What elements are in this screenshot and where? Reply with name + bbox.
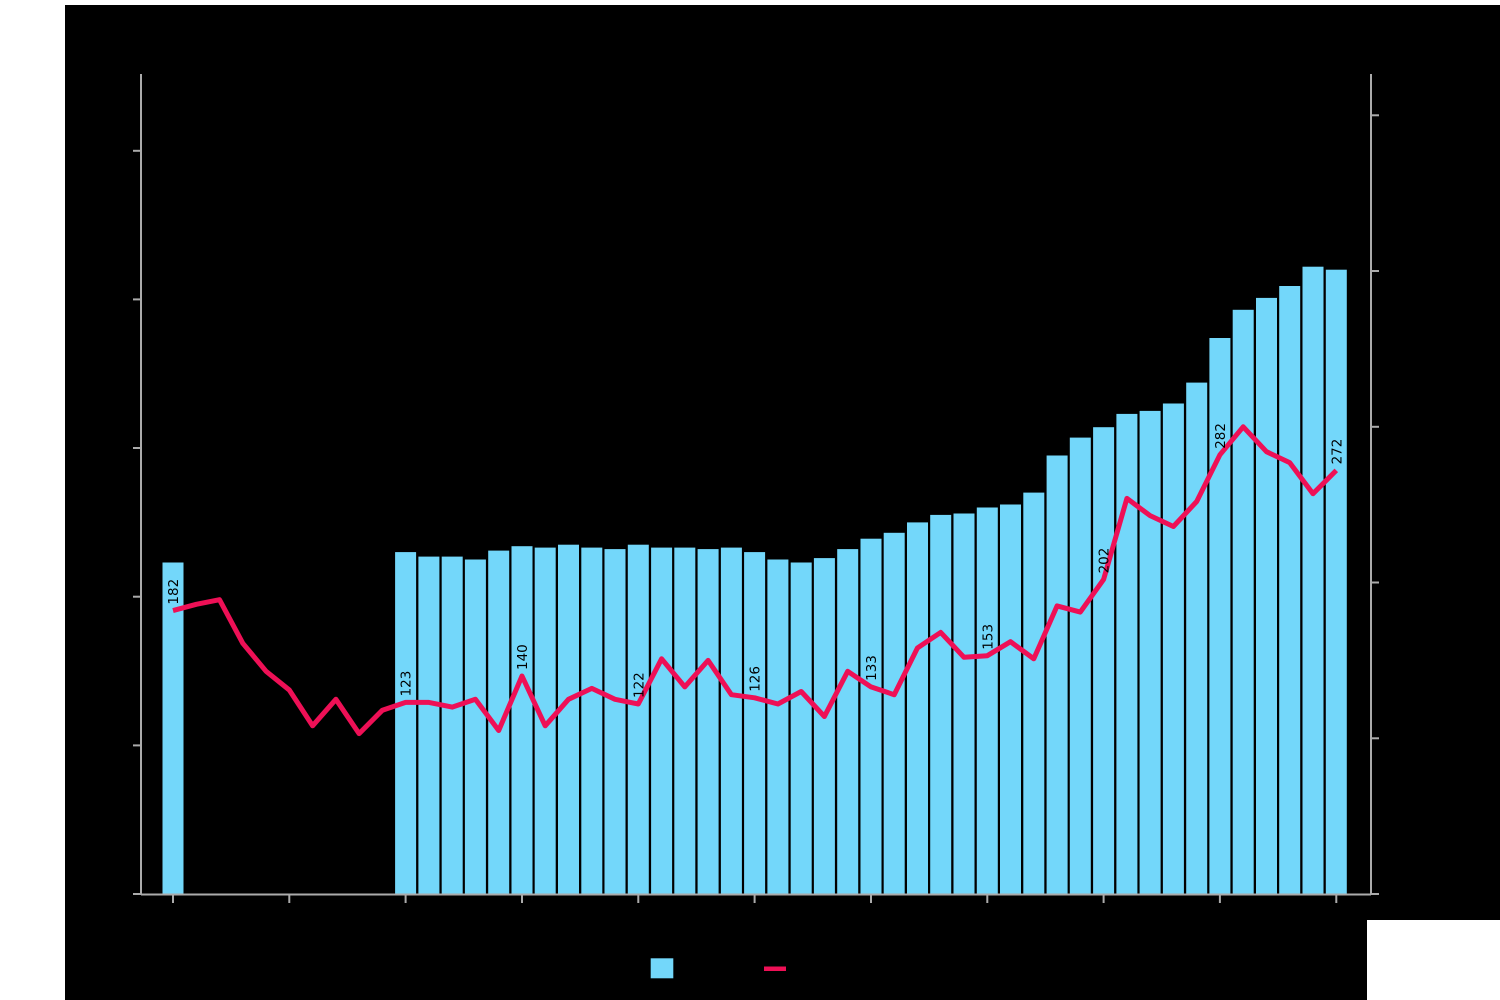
bar: [511, 546, 533, 894]
bar: [813, 558, 835, 894]
bar: [651, 547, 673, 894]
bar: [581, 547, 603, 894]
line-series: [172, 424, 1339, 737]
bar: [697, 549, 719, 894]
point-label: 133: [864, 655, 880, 681]
bar: [441, 556, 463, 894]
bar: [953, 513, 975, 894]
point-label: 182: [166, 579, 182, 605]
legend: [650, 958, 786, 979]
bar: [1000, 504, 1021, 894]
legend-line-swatch-icon: [764, 966, 786, 971]
bar: [1069, 437, 1091, 894]
bar: [395, 552, 417, 894]
bar: [1209, 338, 1231, 894]
bar: [464, 559, 486, 894]
bar: [767, 559, 789, 894]
bar: [883, 532, 905, 894]
bar: [1162, 403, 1184, 894]
bar: [558, 544, 579, 894]
bar: [1186, 382, 1208, 894]
point-label: 282: [1213, 423, 1229, 449]
bar: [1325, 269, 1347, 894]
bars-group: [162, 266, 1347, 894]
point-label: 202: [1097, 548, 1113, 574]
point-label: 272: [1329, 439, 1345, 465]
point-label: 140: [515, 644, 531, 670]
axes-group: [133, 74, 1379, 903]
bar: [744, 552, 766, 894]
bar: [1279, 286, 1301, 894]
bar: [1232, 309, 1254, 894]
bar: [1023, 492, 1045, 894]
point-label: 126: [748, 666, 764, 692]
bar: [1116, 413, 1138, 894]
point-label: 153: [980, 624, 996, 650]
bar: [674, 547, 696, 894]
bar: [1093, 427, 1115, 894]
bar: [930, 514, 952, 894]
bar: [418, 556, 440, 894]
point-label: 123: [399, 671, 415, 697]
bar: [627, 544, 649, 894]
point-label: 122: [631, 672, 647, 698]
bar: [1046, 455, 1068, 894]
bar: [162, 562, 184, 894]
bar: [907, 522, 928, 894]
bar: [720, 547, 742, 894]
legend-bar-swatch-icon: [650, 958, 674, 979]
point-labels-group: 182 123 140 122 126 133 153 202 282 272: [166, 423, 1345, 698]
bar: [1302, 266, 1324, 894]
white-corner-region: [1367, 920, 1500, 1000]
bar: [1139, 410, 1161, 894]
bar: [1256, 297, 1277, 894]
bar: [860, 538, 882, 894]
bar: [837, 549, 859, 894]
bar: [604, 549, 626, 894]
bar: [790, 562, 812, 894]
bar: [976, 507, 998, 894]
bar: [488, 550, 510, 894]
